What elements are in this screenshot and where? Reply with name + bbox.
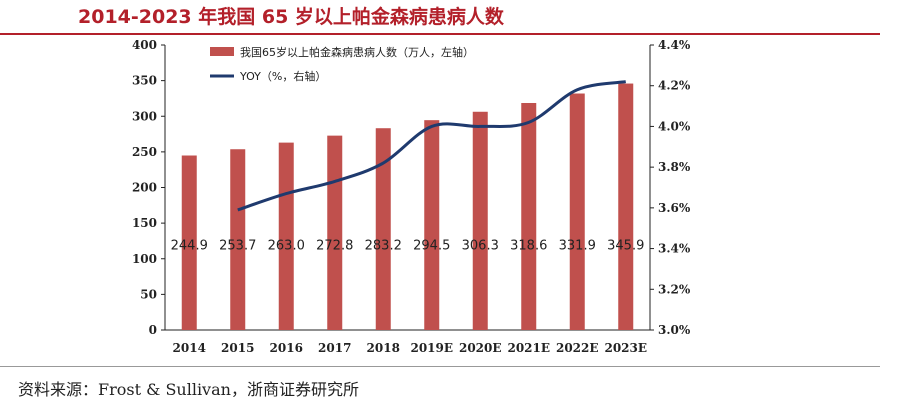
x-tick-label: 2021E — [507, 341, 550, 355]
left-tick-label: 100 — [132, 252, 157, 266]
bar — [569, 93, 585, 331]
left-tick-label: 400 — [132, 38, 157, 52]
right-tick-label: 3.6% — [658, 201, 691, 215]
chart-area: 0 50 100 150 200 250 300 350 400 3.0% 3.2% 3.4% 3.6%… — [132, 38, 691, 355]
left-tick-label: 200 — [132, 181, 157, 195]
bar-value-label: 294.5 — [413, 239, 450, 254]
title-underline — [0, 33, 880, 35]
bar — [327, 135, 343, 330]
yoy-line-group — [237, 80, 626, 212]
axes-group: 0 50 100 150 200 250 300 350 400 3.0% 3.2% 3.4% 3.6%… — [132, 38, 691, 355]
legend-bar-swatch — [210, 47, 234, 56]
bar-value-label: 318.6 — [510, 239, 547, 254]
right-tick-label: 3.2% — [658, 282, 691, 296]
legend-line-label: YOY（%，右轴） — [239, 69, 326, 83]
left-tick-label: 150 — [132, 216, 157, 230]
left-tick-label: 300 — [132, 109, 157, 123]
right-tick-label: 3.4% — [658, 242, 691, 256]
bar — [181, 155, 197, 330]
right-tick-label: 3.8% — [658, 160, 691, 174]
bar — [472, 111, 488, 330]
x-tick-label: 2019E — [410, 341, 453, 355]
x-tick-label: 2016 — [270, 341, 303, 355]
bar-value-label: 263.0 — [268, 239, 305, 254]
legend: 我国65岁以上帕金森病患病人数（万人，左轴） YOY（%，右轴） — [210, 45, 474, 83]
bar — [618, 83, 634, 330]
x-tick-label: 2018 — [367, 341, 400, 355]
x-tick-label: 2015 — [221, 341, 254, 355]
right-tick-label: 4.2% — [658, 79, 691, 93]
x-tick-label: 2020E — [459, 341, 502, 355]
bottom-rule — [0, 366, 880, 367]
left-tick-label: 350 — [132, 74, 157, 88]
x-tick-label: 2014 — [173, 341, 206, 355]
bar-value-label: 345.9 — [607, 239, 644, 254]
bar-value-label: 244.9 — [171, 239, 208, 254]
bar-labels-group: 244.9 253.7 263.0 272.8 283.2 294.5 306.3 318.6… — [171, 239, 645, 254]
bar-value-label: 283.2 — [365, 239, 402, 254]
bar-value-label: 272.8 — [316, 239, 353, 254]
left-tick-label: 0 — [149, 323, 157, 337]
x-tick-label: 2022E — [556, 341, 599, 355]
bars-group — [181, 83, 634, 331]
bar — [521, 102, 537, 330]
x-tick-label: 2023E — [604, 341, 647, 355]
right-tick-label: 4.4% — [658, 38, 691, 52]
bar-value-label: 331.9 — [559, 239, 596, 254]
chart-title: 2014-2023 年我国 65 岁以上帕金森病患病人数 — [78, 6, 504, 28]
left-tick-label: 50 — [140, 287, 157, 301]
bar — [375, 128, 391, 330]
right-tick-label: 4.0% — [658, 119, 691, 133]
bar — [424, 120, 440, 330]
bar-value-label: 253.7 — [219, 239, 256, 254]
left-tick-label: 250 — [132, 145, 157, 159]
x-tick-label: 2017 — [318, 341, 351, 355]
yoy-line — [237, 80, 626, 212]
bar-value-label: 306.3 — [462, 239, 499, 254]
legend-bar-label: 我国65岁以上帕金森病患病人数（万人，左轴） — [240, 45, 474, 59]
bar — [278, 142, 294, 330]
right-tick-label: 3.0% — [658, 323, 691, 337]
bar — [230, 149, 246, 330]
source-note: 资料来源：Frost & Sullivan，浙商证券研究所 — [18, 380, 359, 399]
